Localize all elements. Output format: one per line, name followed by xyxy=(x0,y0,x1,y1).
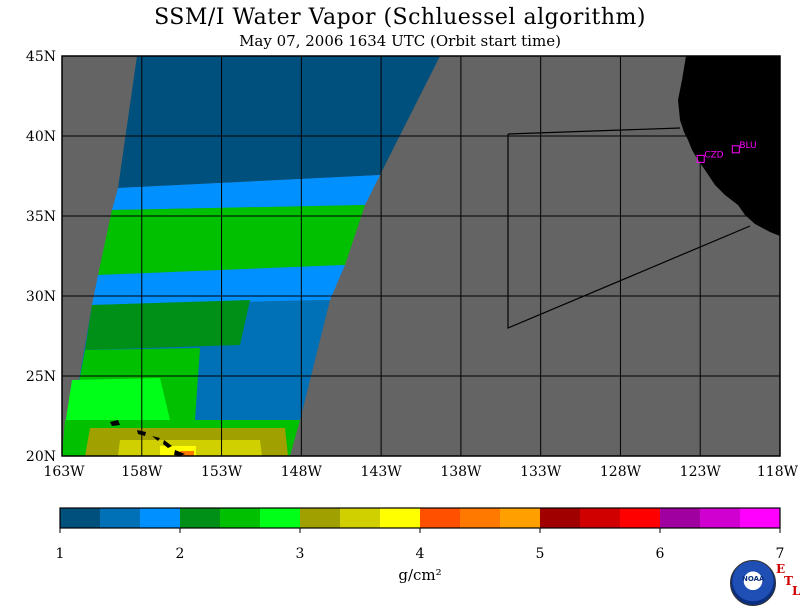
etl-letter-l: L xyxy=(792,584,800,598)
colorbar-swatch xyxy=(540,508,580,528)
longitude-label: 123W xyxy=(680,464,722,480)
colorbar-swatch xyxy=(660,508,700,528)
colorbar-tick-label: 3 xyxy=(296,546,305,562)
colorbar-swatch xyxy=(180,508,220,528)
stations: CZD BLU xyxy=(696,141,757,163)
swath-band-blue-mid xyxy=(92,265,345,305)
longitude-label: 158W xyxy=(121,464,163,480)
latitude-label: 30N xyxy=(26,289,56,305)
colorbar-swatch xyxy=(580,508,620,528)
station-marker xyxy=(731,145,740,154)
island xyxy=(110,420,120,426)
swath-band-dark-green xyxy=(85,300,250,350)
colorbar-tick-label: 6 xyxy=(656,546,665,562)
station-label: CZD xyxy=(704,150,723,160)
domain-outline xyxy=(507,134,751,329)
colorbar-unit: g/cm² xyxy=(398,566,442,584)
colorbar-swatch xyxy=(300,508,340,528)
longitude-label: 153W xyxy=(201,464,243,480)
map-frame xyxy=(61,55,781,457)
colorbar-swatch xyxy=(220,508,260,528)
colorbar-tick-label: 7 xyxy=(776,546,785,562)
swath-band-blue-north xyxy=(112,175,380,210)
etl-letter-t: T xyxy=(784,574,793,588)
latitude-label: 45N xyxy=(26,49,56,65)
longitude-label: 128W xyxy=(600,464,642,480)
land-north-america xyxy=(678,56,780,236)
colorbar-tick-label: 1 xyxy=(56,546,65,562)
station-label: BLU xyxy=(739,141,756,151)
longitude-label: 118W xyxy=(757,464,799,480)
colorbar-swatch xyxy=(420,508,460,528)
island xyxy=(174,450,185,456)
longitude-label: 148W xyxy=(281,464,323,480)
colorbar-swatch xyxy=(500,508,540,528)
colorbar-swatch xyxy=(380,508,420,528)
noaa-logo-text: NOAA xyxy=(742,575,765,583)
colorbar-tick-labels: 1 2 3 4 5 6 7 xyxy=(56,528,785,562)
swath-band-orange xyxy=(180,451,194,456)
chart-subtitle: May 07, 2006 1634 UTC (Orbit start time) xyxy=(239,32,561,50)
swath-band-dark-blue xyxy=(118,56,440,188)
island xyxy=(152,436,160,441)
latitude-label: 40N xyxy=(26,129,56,145)
latitude-label: 25N xyxy=(26,369,56,385)
colorbar-swatch xyxy=(740,508,780,528)
colorbar-swatch xyxy=(60,508,100,528)
etl-letter-e: E xyxy=(776,562,786,576)
colorbar-swatch xyxy=(260,508,300,528)
latitude-label: 20N xyxy=(26,449,56,465)
noaa-logo-icon xyxy=(730,560,776,606)
swath xyxy=(62,56,440,456)
colorbar-swatch xyxy=(460,508,500,528)
longitude-label: 133W xyxy=(520,464,562,480)
colorbar-tick-label: 4 xyxy=(416,546,425,562)
latitude-label: 35N xyxy=(26,209,56,225)
colorbar-swatch xyxy=(340,508,380,528)
swath-band-green xyxy=(98,205,365,275)
longitude-label: 143W xyxy=(361,464,403,480)
domain-outline xyxy=(507,127,681,135)
station-marker xyxy=(696,154,705,163)
colorbar xyxy=(59,507,781,529)
longitude-labels: 163W 158W 153W 148W 143W 138W 133W 128W 123W 118W xyxy=(43,464,798,480)
colorbar-swatch xyxy=(100,508,140,528)
swath-band-yellow xyxy=(160,446,196,456)
longitude-label: 163W xyxy=(43,464,85,480)
latitude-labels: 45N 40N 35N 30N 25N 20N xyxy=(26,49,56,465)
colorbar-tick-label: 5 xyxy=(536,546,545,562)
swath-band-bright-green xyxy=(65,378,170,425)
colorbar-tick-label: 2 xyxy=(176,546,185,562)
chart-title: SSM/I Water Vapor (Schluessel algorithm) xyxy=(154,5,646,30)
colorbar-swatch xyxy=(620,508,660,528)
island xyxy=(163,440,172,448)
longitude-label: 138W xyxy=(440,464,482,480)
colorbar-swatch xyxy=(140,508,180,528)
colorbar-swatch xyxy=(700,508,740,528)
